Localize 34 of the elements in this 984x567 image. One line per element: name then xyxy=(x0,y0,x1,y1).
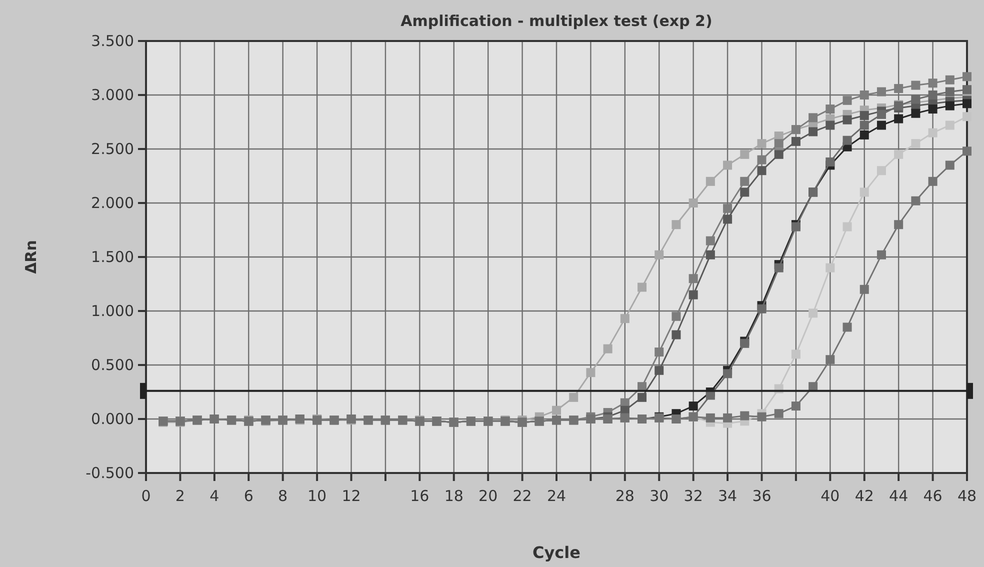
x-tick-label: 42 xyxy=(854,487,874,505)
x-tick-label: 8 xyxy=(278,487,288,505)
x-tick-label: 20 xyxy=(478,487,498,505)
x-axis-title: Cycle xyxy=(532,543,581,562)
x-tick-label: 2 xyxy=(175,487,185,505)
y-axis-title: ΔRn xyxy=(22,240,40,274)
chart-title: Amplification - multiplex test (exp 2) xyxy=(400,12,712,30)
y-tick-label: 2.500 xyxy=(91,140,134,158)
x-tick-label: 12 xyxy=(342,487,361,505)
x-tick-label: 40 xyxy=(820,487,840,505)
y-tick-label: 3.500 xyxy=(91,32,134,50)
x-tick-label: 10 xyxy=(307,487,327,505)
y-tick-label: 3.000 xyxy=(91,86,134,104)
x-tick-label: 34 xyxy=(718,487,738,505)
y-tick-label: 1.500 xyxy=(91,248,134,266)
x-tick-label: 36 xyxy=(752,487,772,505)
x-tick-label: 30 xyxy=(650,487,669,505)
y-tick-label: -0.500 xyxy=(86,464,134,482)
x-tick-label: 0 xyxy=(141,487,151,505)
x-tick-label: 24 xyxy=(546,487,566,505)
y-tick-label: 0.500 xyxy=(91,356,134,374)
x-tick-label: 6 xyxy=(244,487,254,505)
y-tick-label: 0.000 xyxy=(91,410,134,428)
x-tick-label: 28 xyxy=(615,487,634,505)
x-tick-label: 32 xyxy=(684,487,703,505)
y-tick-label: 1.000 xyxy=(91,302,134,320)
x-tick-label: 44 xyxy=(889,487,908,505)
x-tick-label: 4 xyxy=(210,487,220,505)
x-tick-label: 16 xyxy=(410,487,430,505)
x-tick-label: 46 xyxy=(923,487,942,505)
x-tick-label: 22 xyxy=(512,487,532,505)
y-tick-label: 2.000 xyxy=(91,194,134,212)
x-tick-label: 18 xyxy=(444,487,464,505)
x-tick-label: 48 xyxy=(957,487,977,505)
